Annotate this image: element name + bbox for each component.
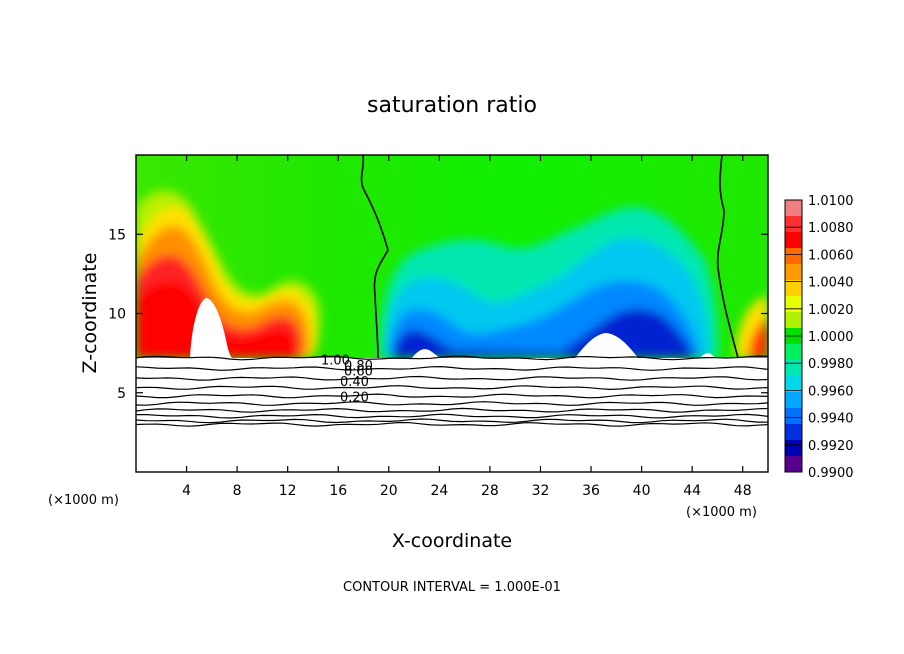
colorbar-tick-label: 1.0040	[808, 276, 854, 291]
colorbar-tick-label: 1.0100	[808, 194, 854, 209]
colorbar-tick-label: 0.9960	[808, 384, 854, 399]
contour-label: 0.60	[344, 365, 373, 380]
contour-line	[136, 393, 768, 399]
plot-field	[136, 155, 768, 472]
y-axis-title: Z-coordinate	[79, 253, 101, 374]
contour-line	[136, 385, 768, 391]
contour-lines	[136, 355, 768, 427]
colorbar-tick-label: 1.0000	[808, 330, 854, 345]
x-tick-label: 48	[734, 483, 752, 499]
colorbar-swatch	[785, 344, 802, 361]
colorbar-tick-label: 1.0080	[808, 221, 854, 236]
contour-label: 0.20	[340, 391, 369, 406]
supersaturated-region-left	[136, 190, 320, 358]
contour-line	[136, 407, 768, 413]
colorbar-tick-label: 0.9900	[808, 466, 854, 481]
cloud-free-bump-left	[190, 298, 232, 358]
y-tick-label: 5	[117, 386, 126, 402]
contour-line	[136, 418, 768, 424]
colorbar-swatch	[785, 440, 802, 457]
contour-interval-note: CONTOUR INTERVAL = 1.000E-01	[343, 580, 561, 595]
neutral-contour-left	[360, 155, 389, 359]
colorbar-swatch	[785, 376, 802, 393]
contour-line	[136, 365, 768, 371]
colorbar-swatch	[785, 296, 802, 313]
contour-line	[136, 355, 768, 361]
colorbar-swatch	[785, 232, 802, 249]
neutral-contour-right	[716, 155, 739, 359]
x-tick-label: 32	[532, 483, 550, 499]
colorbar-tick-label: 0.9980	[808, 357, 854, 372]
colorbar-swatch	[785, 360, 802, 377]
x-tick-label: 8	[233, 483, 242, 499]
x-tick-label: 4	[182, 483, 191, 499]
x-axis-unit-left: (×1000 m)	[48, 493, 119, 508]
contour-label: 1.00	[321, 353, 350, 368]
x-tick-label: 12	[279, 483, 297, 499]
colorbar-swatch	[785, 280, 802, 297]
x-axis-title: X-coordinate	[392, 530, 512, 552]
colorbar-tick-label: 1.0060	[808, 248, 854, 263]
y-tick-label: 15	[108, 227, 126, 243]
contour-label: 0.80	[344, 359, 373, 374]
supersaturated-region-right	[735, 295, 768, 358]
cloud-free-bump-right	[575, 333, 638, 358]
colorbar-swatch	[785, 200, 802, 217]
colorbar-swatch	[785, 312, 802, 329]
colorbar-tick-label: 0.9920	[808, 439, 854, 454]
contour-line	[136, 413, 768, 419]
y-tick-label: 10	[108, 307, 126, 323]
colorbar-swatch	[785, 248, 802, 265]
colorbar-swatch	[785, 392, 802, 409]
contour-labels: 1.000.800.600.400.20	[321, 353, 373, 405]
cloud-free-bump-middle	[412, 349, 440, 358]
chart-title: saturation ratio	[367, 93, 537, 118]
colorbar-swatch	[785, 456, 802, 473]
cloud-free-bump-far-right	[700, 353, 715, 358]
colorbar-swatch	[785, 264, 802, 281]
y-axis: 5 10 15	[108, 227, 768, 402]
x-tick-label: 24	[430, 483, 448, 499]
contour-line	[136, 401, 768, 406]
x-axis: 4 8 12 16 20 24 28 32 36 40 44 48	[182, 155, 752, 499]
x-tick-label: 28	[481, 483, 499, 499]
x-tick-label: 44	[683, 483, 701, 499]
colorbar: 1.0100 1.0080 1.0060 1.0040 1.0020 1.0000 0.99…	[784, 194, 854, 481]
colorbar-tick-label: 0.9940	[808, 412, 854, 427]
contour-line	[136, 375, 768, 381]
contour-line	[136, 421, 768, 427]
x-tick-label: 36	[582, 483, 600, 499]
colorbar-tick-label: 1.0020	[808, 303, 854, 318]
colorbar-swatch	[785, 216, 802, 233]
x-axis-unit-right: (×1000 m)	[686, 505, 757, 520]
colorbar-swatch	[785, 424, 802, 441]
colorbar-swatch	[785, 408, 802, 425]
x-tick-label: 40	[633, 483, 651, 499]
x-tick-label: 16	[329, 483, 347, 499]
contour-label: 0.40	[340, 375, 369, 390]
x-tick-label: 20	[380, 483, 398, 499]
